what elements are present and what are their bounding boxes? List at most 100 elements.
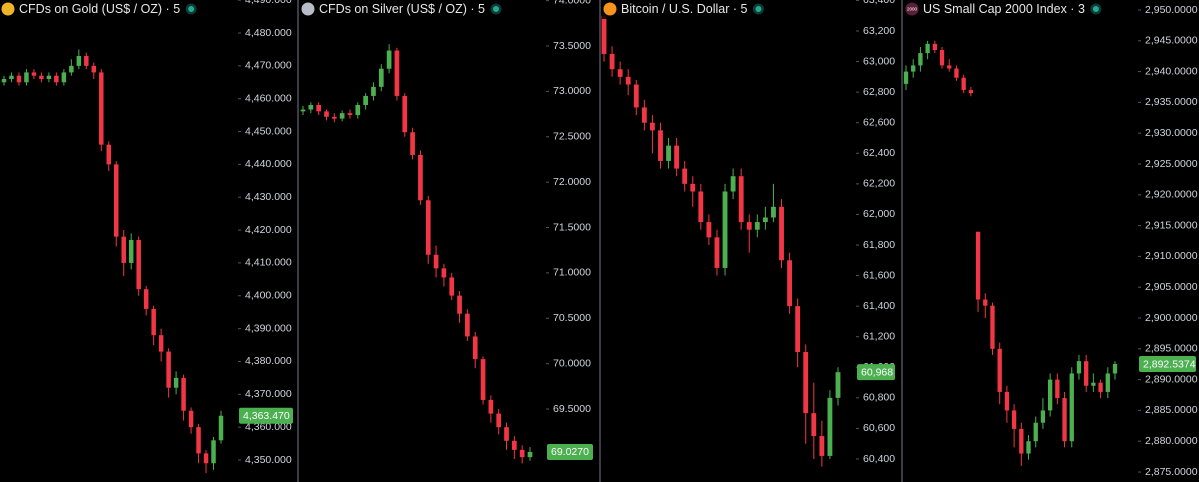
candle-body — [674, 145, 680, 169]
y-tick-label: 2,900.0000 — [1145, 312, 1198, 324]
y-tick-label: 62,800 — [863, 86, 895, 98]
candle-body — [16, 75, 22, 83]
candle-body — [31, 72, 37, 76]
y-tick-label: 2,935.0000 — [1145, 96, 1198, 108]
candle-body — [121, 236, 126, 263]
candle-body — [181, 377, 186, 411]
candle-body — [1076, 361, 1082, 374]
candle-body — [983, 299, 988, 306]
candle-body — [771, 206, 776, 218]
candle-body — [394, 50, 400, 96]
candle-body — [386, 50, 392, 69]
last-price-label: 69.0270 — [551, 446, 589, 458]
candle-body — [24, 72, 29, 83]
y-tick-label: 2,890.0000 — [1145, 373, 1198, 385]
last-price-box — [857, 364, 895, 381]
candle-body — [803, 351, 809, 414]
candle-body — [143, 289, 149, 309]
candle-body — [1112, 363, 1118, 374]
symbol-icon — [301, 2, 315, 16]
y-tick-label: 62,200 — [863, 178, 895, 190]
candle-body — [1091, 382, 1096, 386]
y-tick-label: 60,800 — [863, 392, 895, 404]
candle-body — [300, 109, 306, 112]
candle-body — [787, 260, 793, 307]
candle-body — [316, 105, 322, 112]
candle-body — [465, 313, 470, 337]
y-tick-label: 2,950.0000 — [1145, 4, 1198, 16]
candle-body — [690, 183, 696, 192]
candle-body — [975, 231, 981, 300]
y-tick-label: 4,480.000 — [245, 27, 292, 39]
candle-body — [990, 305, 995, 349]
y-tick-label: 2,880.0000 — [1145, 435, 1198, 447]
candle-body — [166, 351, 171, 388]
candle-body — [113, 164, 119, 237]
status-dot — [493, 6, 499, 12]
last-price-label: 4,363.470 — [243, 410, 290, 422]
y-tick-label: 72.5000 — [553, 131, 591, 143]
candle-body — [925, 43, 930, 54]
candle-body — [779, 206, 784, 261]
candle-body — [954, 68, 959, 78]
candle-body — [649, 122, 655, 131]
candle-body — [601, 15, 607, 54]
y-tick-label: 61,200 — [863, 330, 895, 342]
last-price-label: 60,968 — [861, 366, 893, 378]
candle-body — [658, 130, 663, 161]
y-tick-label: 2,895.0000 — [1145, 343, 1198, 355]
y-tick-label: 62,000 — [863, 208, 895, 220]
y-tick-label: 4,470.000 — [245, 60, 292, 72]
candle-body — [722, 191, 728, 268]
y-tick-label: 63,000 — [863, 55, 895, 67]
y-tick-label: 2,930.0000 — [1145, 127, 1198, 139]
candle-body — [99, 72, 104, 145]
header-bg — [0, 0, 200, 19]
candle-body — [9, 75, 14, 79]
candle-body — [1011, 410, 1017, 429]
y-tick-label: 4,400.000 — [245, 290, 292, 302]
y-tick-label: 62,600 — [863, 116, 895, 128]
candle-body — [932, 43, 937, 51]
y-tick-label: 73.0000 — [553, 85, 591, 97]
y-tick-label: 4,360.000 — [245, 421, 292, 433]
y-tick-label: 74.0000 — [553, 0, 591, 6]
candle-body — [425, 200, 431, 255]
candle-body — [211, 440, 216, 464]
candle-body — [128, 239, 134, 263]
header-bg — [904, 0, 1104, 19]
candle-body — [76, 56, 82, 66]
candle-body — [158, 335, 164, 352]
status-dot — [188, 6, 195, 12]
candle-body — [196, 427, 201, 454]
y-tick-label: 69.5000 — [553, 403, 591, 415]
candle-body — [819, 436, 825, 456]
candle-body — [449, 277, 455, 296]
y-tick-label: 63,400 — [863, 0, 895, 6]
y-tick-label: 4,450.000 — [245, 125, 292, 137]
candle-body — [91, 65, 97, 73]
last-price-label: 2,892.5374 — [1143, 358, 1196, 370]
symbol-icon — [1, 2, 15, 16]
candle-body — [1105, 373, 1110, 392]
y-tick-label: 2,910.0000 — [1145, 250, 1198, 262]
y-tick-label: 73.5000 — [553, 40, 591, 52]
y-tick-label: 71.0000 — [553, 267, 591, 279]
candle-body — [203, 453, 209, 464]
candle-body — [378, 68, 384, 87]
candle-body — [754, 222, 760, 230]
candle-body — [1033, 422, 1038, 442]
candle-body — [511, 440, 517, 450]
candle-body — [617, 69, 623, 77]
y-tick-label: 2,905.0000 — [1145, 281, 1198, 293]
y-tick-label: 4,460.000 — [245, 92, 292, 104]
y-tick-label: 63,200 — [863, 25, 895, 37]
candle-body — [504, 427, 509, 441]
status-dot — [755, 6, 762, 12]
y-tick-label: 62,400 — [863, 147, 895, 159]
candle-body — [457, 295, 462, 314]
candle-body — [714, 237, 720, 268]
last-price-box — [547, 443, 593, 460]
